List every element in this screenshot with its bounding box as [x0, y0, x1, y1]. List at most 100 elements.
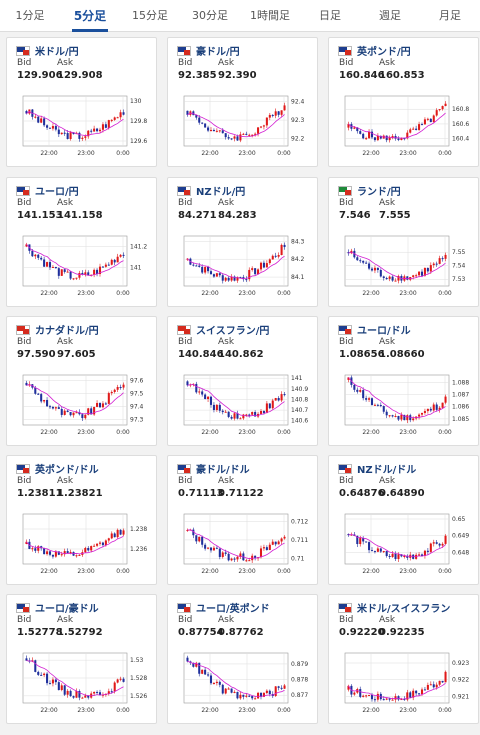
- currency-pair-link[interactable]: 英ポンド/ドル: [35, 465, 99, 476]
- candle-body: [379, 270, 382, 277]
- x-tick-label: 22:00: [40, 290, 57, 297]
- currency-pair-link[interactable]: ユーロ/英ポンド: [196, 604, 270, 615]
- candle-body: [233, 691, 236, 693]
- candle-body: [25, 658, 28, 661]
- candle-body: [81, 697, 84, 699]
- x-tick-label: 23:00: [238, 150, 255, 157]
- y-tick-label: 92.2: [291, 136, 305, 143]
- ask-value: 84.283: [218, 210, 257, 221]
- candle-body: [230, 688, 233, 693]
- candle-body: [265, 547, 268, 550]
- currency-pair-link[interactable]: 豪ドル/ドル: [196, 465, 250, 476]
- tab-4[interactable]: 30分足: [192, 9, 228, 22]
- candle-body: [280, 244, 283, 256]
- rate-card[interactable]: ランド/円 Bid Ask 7.546 7.555 7.55 7.54 7.53 22:00 23…: [328, 177, 479, 307]
- candle-body: [69, 690, 72, 697]
- candle-body: [233, 558, 236, 560]
- currency-pair-link[interactable]: ユーロ/豪ドル: [35, 604, 99, 615]
- candle-body: [215, 273, 218, 277]
- candle-body: [40, 394, 43, 402]
- x-tick-label: 22:00: [362, 429, 379, 436]
- y-tick-label: 160.8: [452, 106, 469, 113]
- candle-body: [84, 414, 87, 419]
- candle-body: [353, 692, 356, 695]
- candle-body: [435, 404, 438, 410]
- currency-pair-link[interactable]: 米ドル/円: [35, 47, 79, 58]
- y-tick-label: 141: [130, 264, 142, 271]
- tab-6[interactable]: 日足: [319, 9, 341, 22]
- currency-pair-link[interactable]: 米ドル/スイスフラン: [357, 604, 451, 615]
- y-tick-label: 7.54: [452, 263, 466, 270]
- currency-pair-link[interactable]: NZドル/円: [196, 187, 246, 198]
- candle-body: [63, 132, 66, 134]
- candle-body: [283, 394, 286, 396]
- candle-body: [426, 408, 429, 412]
- rate-card[interactable]: ユーロ/円 Bid Ask 141.153 141.158 141.2 141 22:00 23…: [6, 177, 157, 307]
- candle-body: [391, 135, 394, 138]
- candle-body: [84, 272, 87, 275]
- tab-8[interactable]: 月足: [439, 9, 461, 22]
- currency-pair-link[interactable]: 豪ドル/円: [196, 47, 240, 58]
- rate-card[interactable]: カナダドル/円 Bid Ask 97.590 97.605 97.6 97.5 97.4 97.…: [6, 316, 157, 446]
- currency-pair-link[interactable]: カナダドル/円: [35, 326, 99, 337]
- x-tick-label: 23:00: [77, 429, 94, 436]
- candlestick-chart: 141.2 141 22:00 23:00 0:00: [22, 235, 147, 297]
- rate-card[interactable]: ユーロ/ドル Bid Ask 1.08656 1.08660 1.088 1.087 1.08…: [328, 316, 479, 446]
- candle-body: [204, 669, 207, 675]
- candle-body: [435, 684, 438, 688]
- currency-pair-link[interactable]: NZドル/ドル: [357, 465, 417, 476]
- candle-body: [224, 552, 227, 554]
- rate-card[interactable]: スイスフラン/円 Bid Ask 140.846 140.862 141 140.9 140.…: [167, 316, 318, 446]
- ask-label: Ask: [218, 58, 235, 68]
- rate-card[interactable]: 英ポンド/ドル Bid Ask 1.23811 1.23821 1.238 1.236 22:…: [6, 455, 157, 585]
- candle-body: [400, 699, 403, 701]
- y-tick-label: 84.1: [291, 274, 305, 281]
- bid-label: Bid: [339, 198, 354, 208]
- rate-card[interactable]: 豪ドル/ドル Bid Ask 0.71113 0.71122 0.712 0.711 0.71…: [167, 455, 318, 585]
- candle-body: [429, 118, 432, 123]
- candle-body: [418, 554, 421, 556]
- flag-icon: [338, 603, 352, 613]
- tab-5[interactable]: 1時間足: [250, 9, 290, 22]
- x-tick-label: 0:00: [277, 429, 291, 436]
- rate-card[interactable]: ユーロ/英ポンド Bid Ask 0.87754 0.87762 0.879 0.878 0.…: [167, 594, 318, 724]
- candle-body: [98, 266, 102, 274]
- candle-body: [40, 257, 43, 260]
- candle-body: [373, 699, 376, 701]
- ask-value: 1.23821: [57, 488, 103, 499]
- candle-body: [230, 138, 233, 140]
- candle-body: [388, 276, 391, 279]
- rate-card[interactable]: ユーロ/豪ドル Bid Ask 1.52778 1.52792 1.53 1.528 1.52…: [6, 594, 157, 724]
- rate-card[interactable]: 米ドル/スイスフラン Bid Ask 0.92220 0.92235 0.923 0.922…: [328, 594, 479, 724]
- y-tick-label: 0.71: [291, 555, 305, 562]
- tab-7[interactable]: 週足: [379, 9, 401, 22]
- candle-body: [245, 279, 248, 281]
- x-tick-label: 0:00: [116, 429, 130, 436]
- rate-card[interactable]: 豪ドル/円 Bid Ask 92.385 92.390 92.4 92.3 92.2 22:00…: [167, 37, 318, 167]
- currency-pair-link[interactable]: ランド/円: [357, 187, 401, 198]
- candle-body: [403, 555, 406, 557]
- candle-body: [441, 258, 444, 260]
- candle-body: [236, 136, 239, 141]
- candle-body: [379, 135, 382, 139]
- candlestick-chart: 141 140.9 140.8 140.7 140.6 22:00 23:00 0:00: [183, 374, 308, 436]
- rate-card[interactable]: 英ポンド/円 Bid Ask 160.846 160.853 160.8 160.6 160.…: [328, 37, 479, 167]
- candle-body: [72, 132, 75, 135]
- currency-pair-link[interactable]: ユーロ/円: [35, 187, 79, 198]
- currency-pair-link[interactable]: 英ポンド/円: [357, 47, 411, 58]
- rate-card[interactable]: NZドル/ドル Bid Ask 0.64876 0.64890 0.65 0.649 0.64…: [328, 455, 479, 585]
- candle-body: [122, 254, 125, 256]
- tab-2[interactable]: 5分足: [60, 0, 120, 32]
- candle-body: [429, 408, 432, 411]
- tab-1[interactable]: 1分足: [15, 9, 45, 22]
- candle-body: [268, 259, 271, 264]
- currency-pair-link[interactable]: ユーロ/ドル: [357, 326, 411, 337]
- x-tick-label: 22:00: [201, 150, 218, 157]
- tab-3[interactable]: 15分足: [132, 9, 168, 22]
- currency-pair-link[interactable]: スイスフラン/円: [196, 326, 270, 337]
- candle-body: [51, 126, 54, 129]
- rate-card[interactable]: NZドル/円 Bid Ask 84.271 84.283 84.3 84.2 84.1 22:0…: [167, 177, 318, 307]
- candle-body: [274, 255, 277, 257]
- rate-card[interactable]: 米ドル/円 Bid Ask 129.906 129.908 130 129.8 129.6 22…: [6, 37, 157, 167]
- y-tick-label: 140.7: [291, 407, 308, 414]
